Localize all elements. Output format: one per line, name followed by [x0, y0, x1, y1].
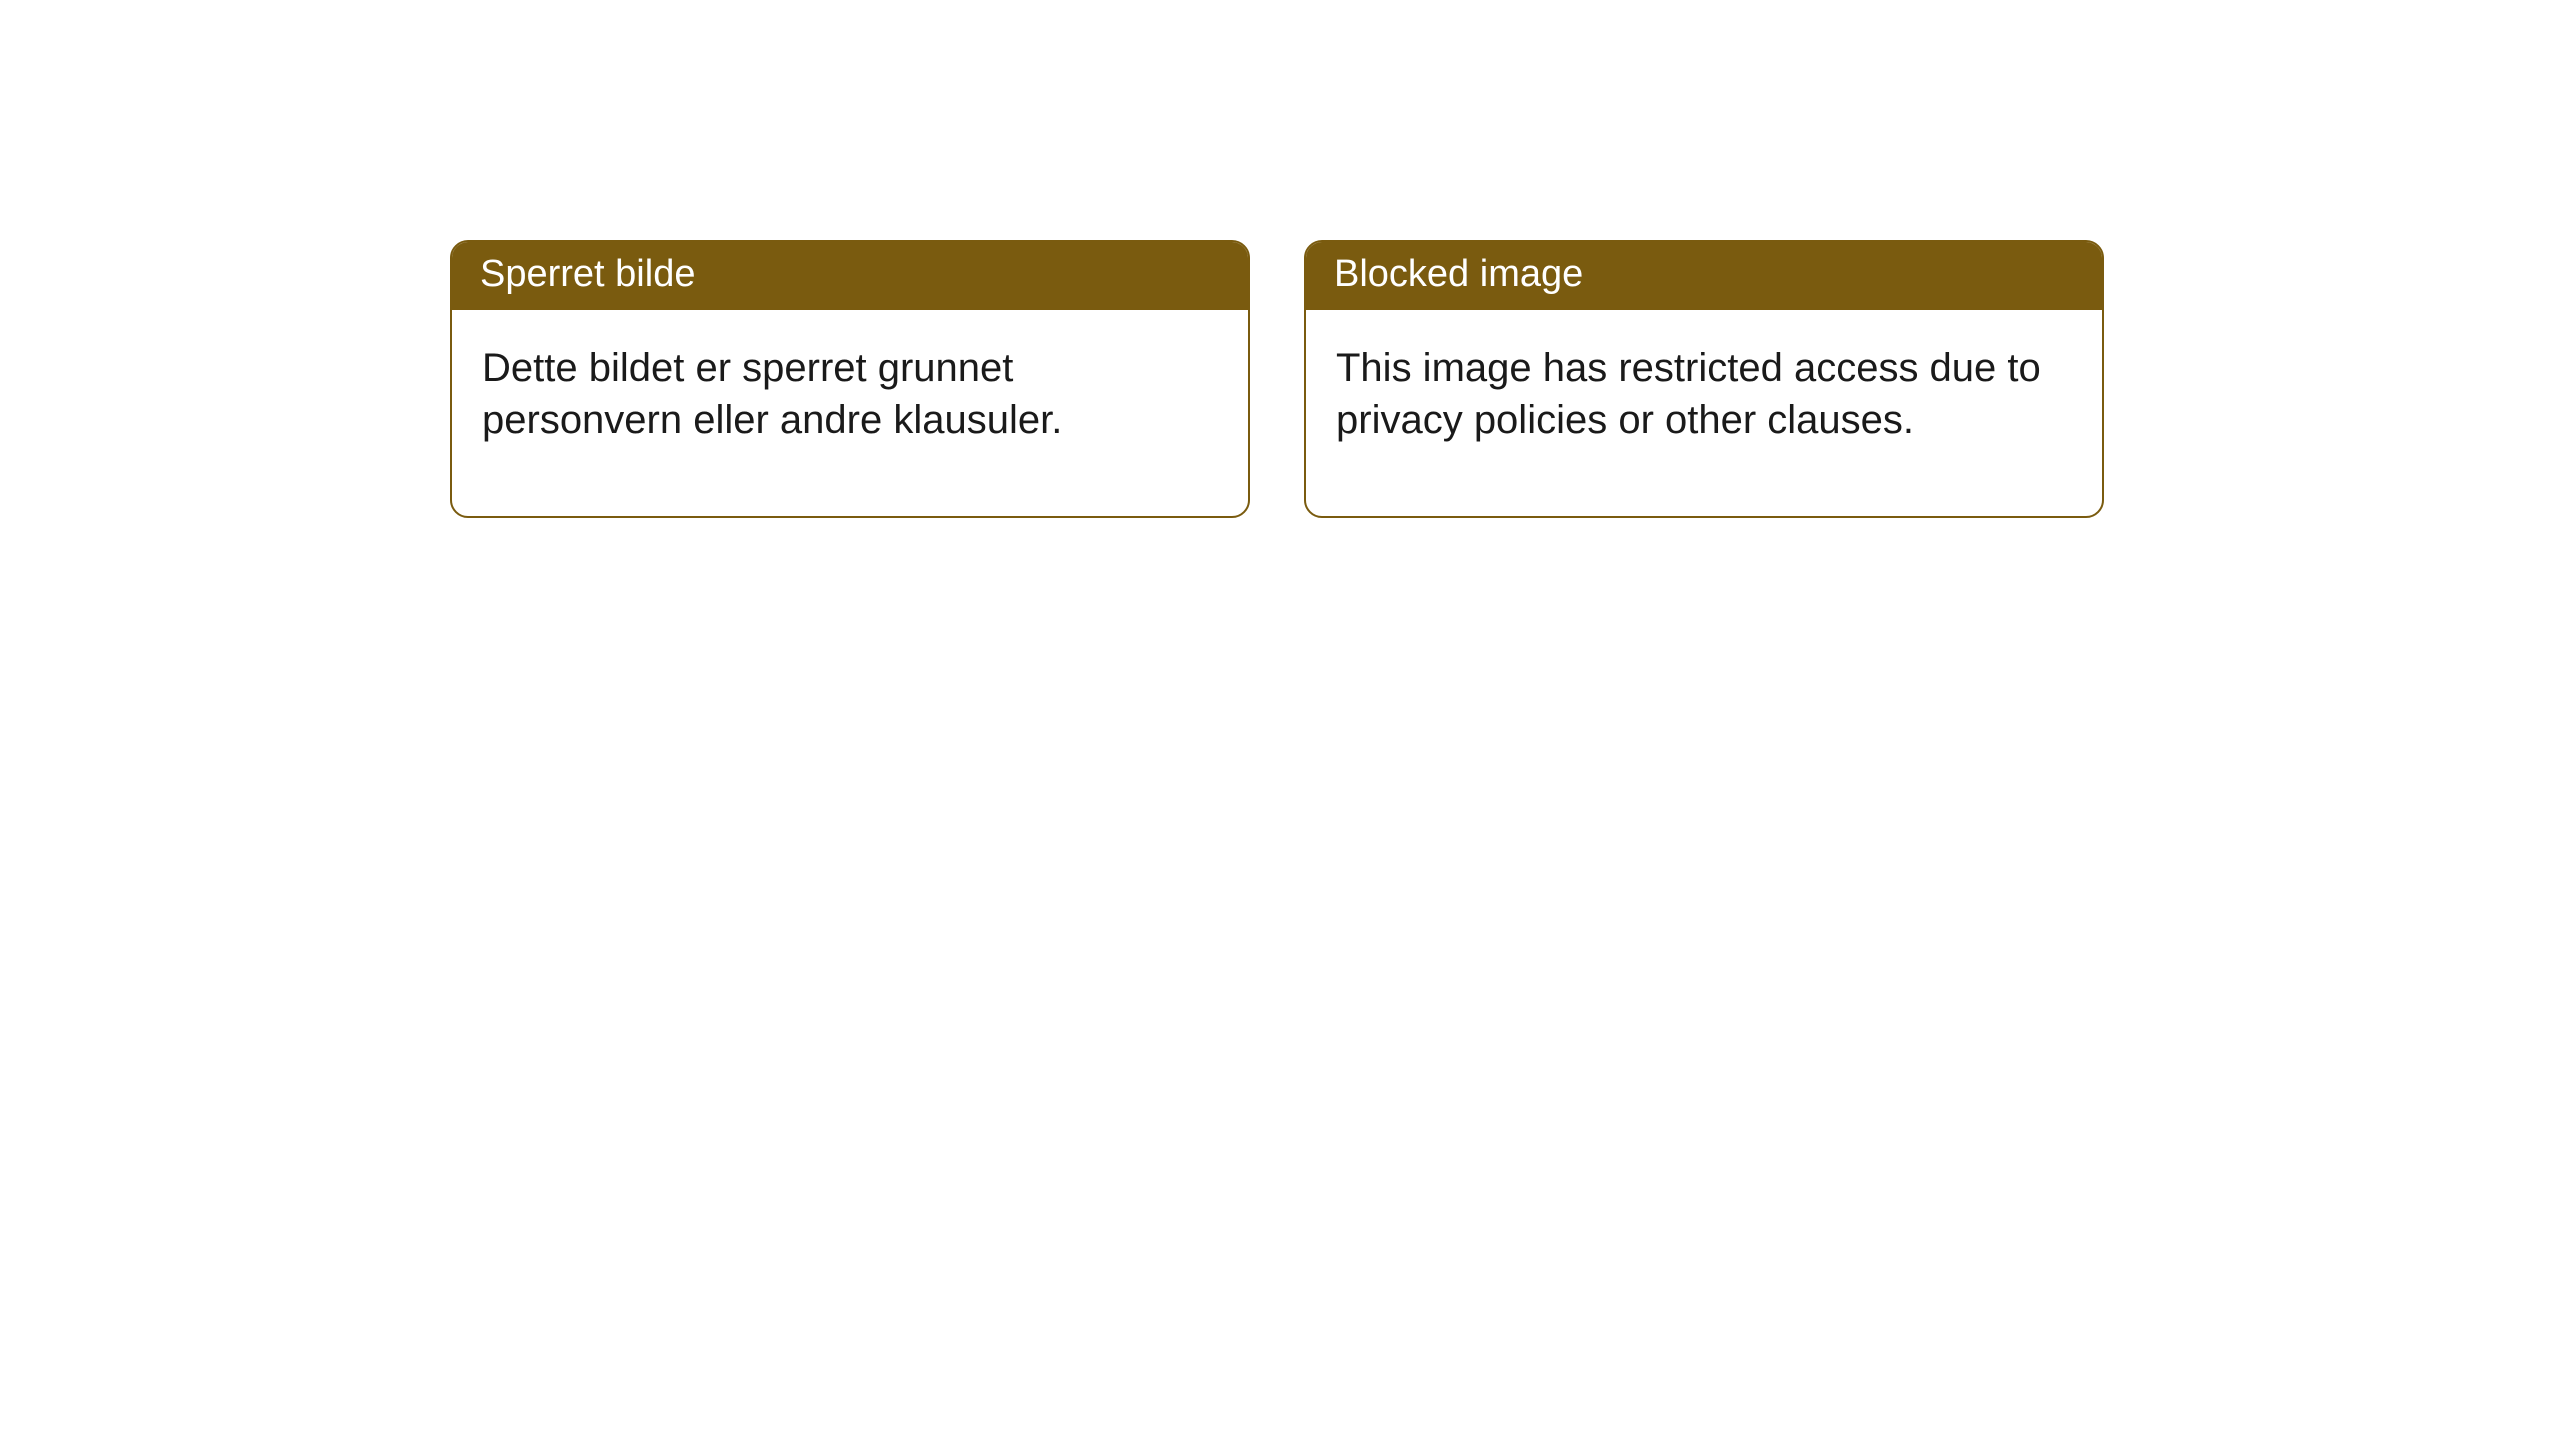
- notice-body: This image has restricted access due to …: [1306, 310, 2102, 516]
- notice-header: Blocked image: [1306, 242, 2102, 310]
- notice-body: Dette bildet er sperret grunnet personve…: [452, 310, 1248, 516]
- notice-container: Sperret bilde Dette bildet er sperret gr…: [0, 0, 2560, 518]
- notice-card-english: Blocked image This image has restricted …: [1304, 240, 2104, 518]
- notice-header: Sperret bilde: [452, 242, 1248, 310]
- notice-card-norwegian: Sperret bilde Dette bildet er sperret gr…: [450, 240, 1250, 518]
